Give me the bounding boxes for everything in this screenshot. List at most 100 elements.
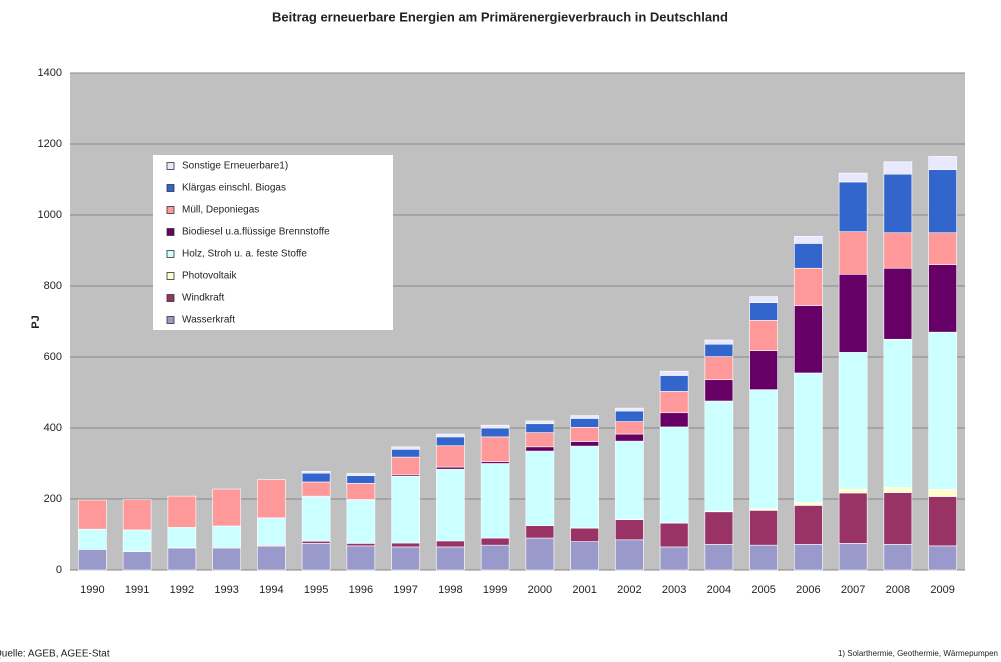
- bar-segment: [301, 472, 331, 483]
- x-tick-label: 2000: [528, 584, 552, 596]
- x-tick-label: 2009: [930, 584, 954, 596]
- bar-segment: [928, 496, 957, 547]
- bar-segment: [749, 302, 778, 321]
- bar-segment: [391, 475, 420, 544]
- y-tick-label: 200: [44, 493, 62, 505]
- source: Quelle: AGEB, AGEE-Stat: [0, 649, 110, 660]
- bar-segment: [659, 546, 689, 571]
- legend-swatch: [166, 162, 175, 170]
- bar-segment: [749, 544, 778, 571]
- x-tick-label: 2006: [796, 584, 820, 596]
- bar-segment: [436, 436, 465, 447]
- x-tick-label: 1990: [80, 584, 104, 596]
- x-tick-label: 1994: [259, 584, 283, 596]
- bar-segment: [838, 488, 868, 494]
- y-tick-label: 1000: [38, 209, 62, 221]
- bar-segment: [928, 331, 957, 490]
- bar-segment: [883, 544, 913, 571]
- x-tick-label: 1998: [438, 584, 462, 596]
- bar-segment: [615, 519, 644, 541]
- y-tick-label: 400: [44, 422, 62, 434]
- bar-segment: [480, 427, 510, 438]
- bar-segment: [928, 545, 957, 571]
- bar-segment: [794, 243, 823, 269]
- legend-label: Photovoltaik: [182, 271, 237, 282]
- bar-segment: [436, 445, 465, 468]
- bar-segment: [570, 418, 599, 428]
- bar-segment: [525, 423, 555, 433]
- x-tick-label: 2008: [886, 584, 910, 596]
- y-tick-label: 1400: [38, 67, 62, 79]
- legend-swatch: [166, 316, 175, 324]
- bar-segment: [838, 273, 868, 353]
- bar-segment: [928, 156, 957, 170]
- bar-segment: [391, 456, 420, 476]
- x-tick-label: 2001: [572, 584, 596, 596]
- bar-segment: [167, 495, 197, 528]
- bar-segment: [570, 441, 599, 447]
- legend-swatch: [166, 272, 175, 280]
- bar-segment: [122, 551, 152, 571]
- bar-segment: [659, 370, 689, 376]
- legend-label: Wasserkraft: [182, 315, 235, 326]
- bar-segment: [704, 343, 734, 357]
- bar-segment: [391, 542, 420, 548]
- legend-label: Windkraft: [182, 293, 224, 304]
- bar-segment: [480, 463, 510, 539]
- bar-segment: [78, 499, 107, 530]
- bar-segment: [570, 426, 599, 442]
- legend-swatch: [166, 184, 175, 192]
- bar-segment: [704, 400, 734, 512]
- bar-segment: [301, 496, 331, 542]
- bar-segment: [78, 549, 107, 571]
- bar-segment: [704, 511, 734, 545]
- bar-segment: [391, 446, 420, 450]
- bar-segment: [659, 426, 689, 524]
- bar-segment: [704, 379, 734, 402]
- x-tick-label: 1997: [393, 584, 417, 596]
- bar-segment: [480, 424, 510, 429]
- footnote: 1) Solarthermie, Geothermie, Wärmepumpen: [838, 649, 998, 658]
- bar-segment: [167, 547, 197, 571]
- legend-swatch: [166, 206, 175, 214]
- bar-segment: [883, 492, 913, 545]
- bar-segment: [659, 391, 689, 414]
- bar-segment: [794, 267, 823, 306]
- legend-label: Sonstige Erneuerbare1): [182, 161, 288, 172]
- bar-segment: [838, 172, 868, 183]
- bar-segment: [928, 232, 957, 266]
- x-tick-label: 1992: [170, 584, 194, 596]
- bar-segment: [749, 389, 778, 509]
- bar-segment: [615, 407, 644, 412]
- bar-segment: [346, 545, 376, 571]
- legend-swatch: [166, 228, 175, 236]
- bar-segment: [794, 236, 823, 244]
- y-tick-label: 800: [44, 280, 62, 292]
- bar-segment: [883, 173, 913, 234]
- bar-segment: [391, 546, 420, 571]
- bar-segment: [301, 481, 331, 497]
- bar-segment: [749, 296, 778, 303]
- bar-segment: [480, 436, 510, 463]
- legend-label: Holz, Stroh u. a. feste Stoffe: [182, 249, 307, 260]
- bar-segment: [838, 543, 868, 571]
- bar-segment: [212, 488, 241, 527]
- bar-segment: [615, 539, 644, 571]
- legend-label: Müll, Deponiegas: [182, 205, 259, 216]
- x-tick-label: 2005: [751, 584, 775, 596]
- bar-segment: [570, 527, 599, 542]
- bar-segment: [480, 537, 510, 546]
- bar-segment: [928, 169, 957, 234]
- y-tick-label: 1200: [38, 138, 62, 150]
- bar-segment: [794, 505, 823, 545]
- bar-segment: [704, 544, 734, 571]
- bar-segment: [883, 338, 913, 488]
- bar-segment: [257, 546, 286, 571]
- bar-segment: [615, 440, 644, 520]
- bar-segment: [436, 466, 465, 470]
- bar-segment: [838, 181, 868, 232]
- bar-segment: [346, 543, 376, 547]
- bar-segment: [525, 432, 555, 448]
- bar-segment: [883, 267, 913, 340]
